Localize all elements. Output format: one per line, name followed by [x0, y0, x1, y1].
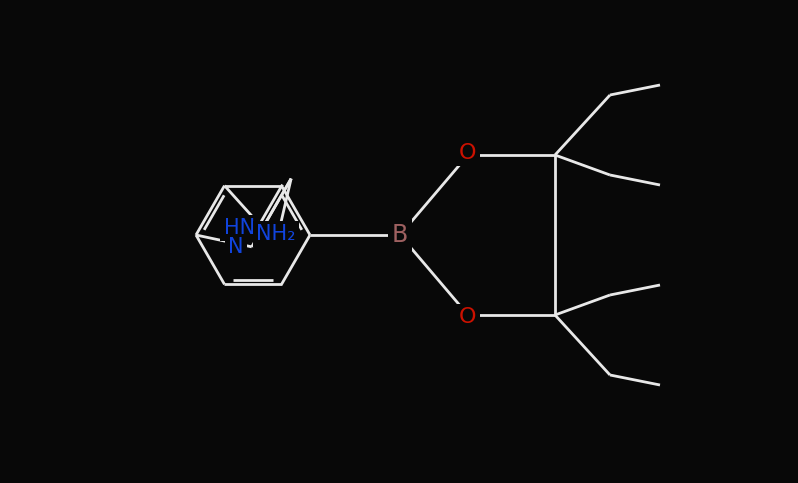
Text: B: B — [392, 223, 408, 247]
Text: O: O — [460, 143, 476, 163]
Text: N: N — [228, 237, 243, 257]
Text: NH₂: NH₂ — [256, 224, 296, 243]
Text: O: O — [460, 307, 476, 327]
Text: HN: HN — [223, 218, 255, 238]
